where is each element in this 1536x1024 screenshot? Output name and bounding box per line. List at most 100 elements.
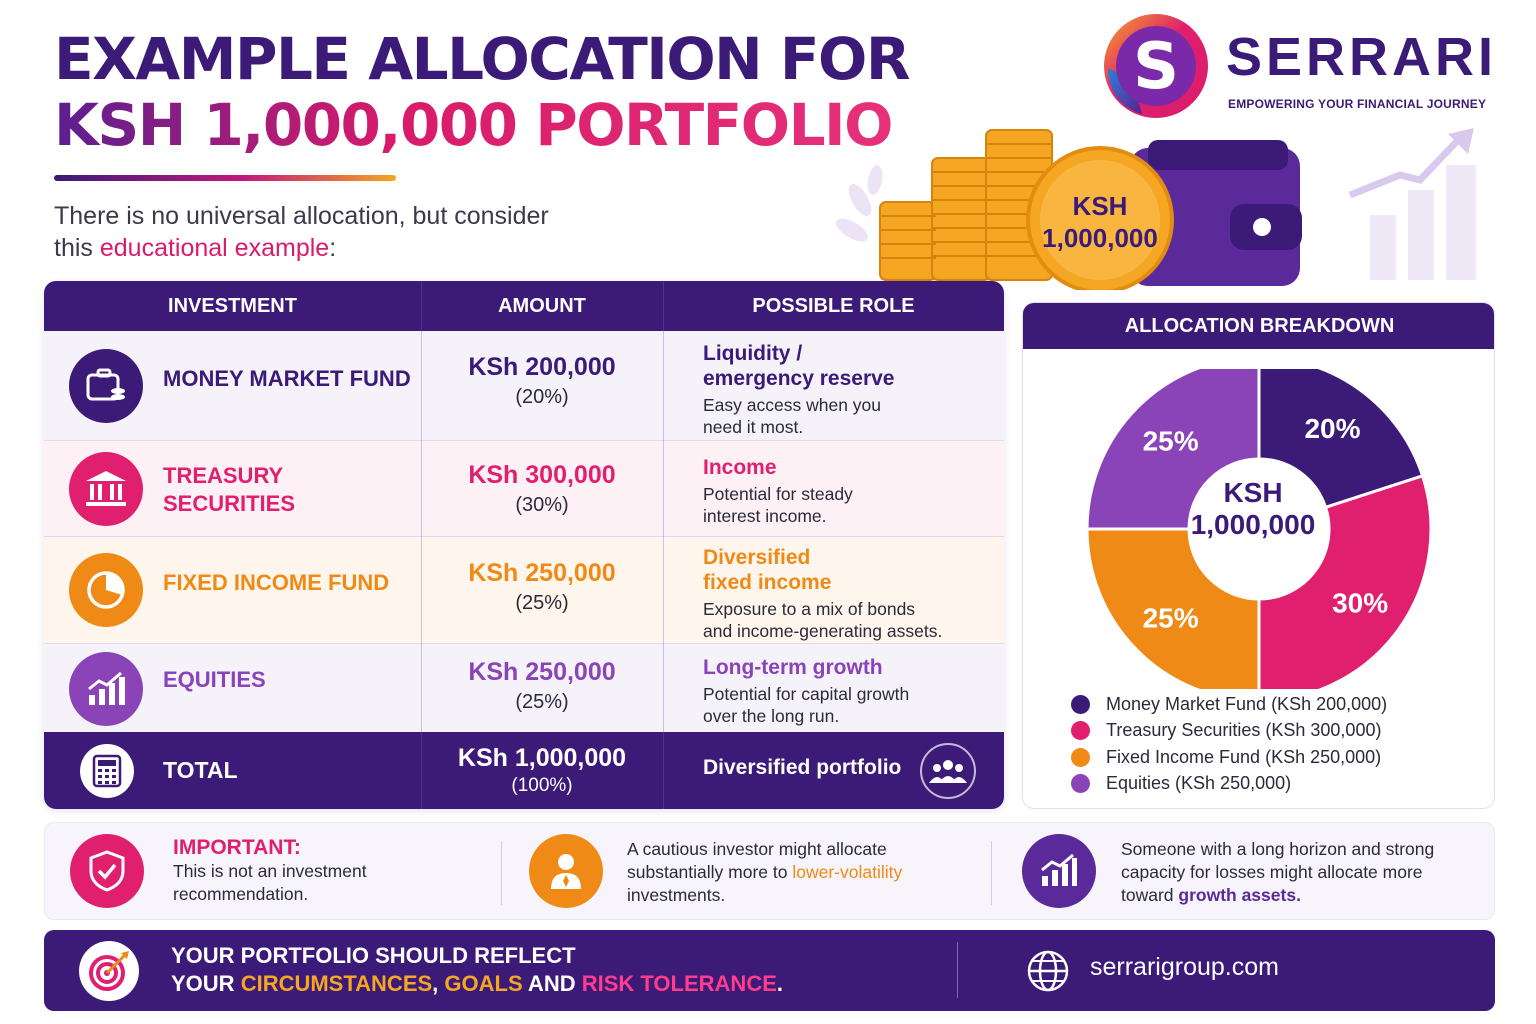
cautious-investor-note: A cautious investor might allocate subst…: [627, 838, 902, 907]
donut-hole: [1189, 459, 1329, 599]
brand-name: SERRARI: [1226, 27, 1498, 87]
svg-text:S: S: [1133, 30, 1179, 104]
legend-item: Money Market Fund (KSh 200,000): [1071, 691, 1387, 718]
title-line-2: KSH 1,000,000 PORTFOLIO: [54, 91, 893, 159]
role-cell: Income Potential for steady interest inco…: [703, 455, 993, 527]
growth-line-3: toward growth assets.: [1121, 885, 1301, 905]
header-role: POSSIBLE ROLE: [752, 295, 915, 317]
legend-dot: [1071, 721, 1090, 741]
legend-dot: [1071, 694, 1090, 714]
amount-cell: KSh 250,000 (25%): [421, 658, 663, 714]
growth-line-2: capacity for losses might allocate more: [1121, 862, 1423, 882]
legend-label: Money Market Fund (KSh 200,000): [1106, 693, 1388, 714]
intro-line-1: There is no universal allocation, but co…: [54, 202, 549, 230]
hero-illustration: [835, 128, 1476, 290]
bottom-banner: YOUR PORTFOLIO SHOULD REFLECT YOUR CIRCU…: [44, 930, 1495, 1011]
header-amount: AMOUNT: [498, 295, 586, 317]
investment-name: MONEY MARKET FUND: [163, 366, 411, 391]
growth-line-1: Someone with a long horizon and strong: [1121, 839, 1435, 859]
growth-chart-icon: [69, 652, 143, 726]
title-underline: [54, 175, 396, 181]
important-note: IMPORTANT: This is not an investment rec…: [173, 835, 367, 906]
donut-center-line-1: KSH: [1223, 477, 1283, 508]
wallet-icon: [69, 349, 143, 423]
serrari-logo-icon: S: [1104, 14, 1208, 118]
hero-coin-line-1: KSH: [1072, 191, 1128, 221]
role-cell: Liquidity / emergency reserve Easy access…: [703, 341, 993, 438]
role-cell: Diversified fixed income Exposure to a mi…: [703, 545, 993, 642]
role-description: Easy access when you need it most.: [703, 395, 882, 437]
cautious-highlight: lower-volatility: [792, 862, 903, 882]
amount-value: KSh 300,000: [468, 461, 616, 489]
allocation-heading: ALLOCATION BREAKDOWN: [1023, 303, 1494, 349]
allocation-table: INVESTMENT AMOUNT POSSIBLE ROLE MONEY MA…: [44, 281, 1004, 809]
amount-cell: KSh 300,000 (30%): [421, 461, 663, 517]
amount-cell: KSh 250,000 (25%): [421, 559, 663, 615]
cautious-line-2: substantially more to lower-volatility: [627, 862, 903, 882]
role-title: Diversified fixed income: [703, 546, 832, 594]
important-title: IMPORTANT:: [173, 836, 301, 859]
intro-highlight: educational example: [99, 234, 330, 262]
amount-percent: (25%): [515, 592, 569, 614]
investment-name: TREASURY SECURITIES: [163, 463, 296, 516]
slice-label: 25%: [1143, 426, 1199, 457]
slice-label: 30%: [1332, 587, 1388, 618]
role-description: Potential for steady interest income.: [703, 484, 853, 526]
amount-value: KSh 200,000: [468, 353, 616, 381]
role-title: Liquidity / emergency reserve: [703, 342, 895, 390]
growth-investor-note: Someone with a long horizon and strong c…: [1121, 838, 1434, 907]
table-row-equities: EQUITIES KSh 250,000 (25%) Long-term gro…: [44, 644, 1004, 732]
investment-name: EQUITIES: [163, 667, 266, 692]
table-row-money-market: MONEY MARKET FUND KSh 200,000 (20%) Liqu…: [44, 331, 1004, 441]
chart-legend: Money Market Fund (KSh 200,000) Treasury…: [1071, 691, 1387, 797]
bank-icon: [69, 452, 143, 526]
amount-value: KSh 250,000: [468, 658, 616, 686]
legend-item: Treasury Securities (KSh 300,000): [1071, 718, 1387, 745]
role-cell: Long-term growth Potential for capital g…: [703, 655, 993, 727]
title-line-1: EXAMPLE ALLOCATION FOR: [54, 25, 910, 93]
info-bar: IMPORTANT: This is not an investment rec…: [44, 822, 1495, 920]
legend-label: Treasury Securities (KSh 300,000): [1106, 720, 1382, 741]
role-title: Income: [703, 456, 777, 479]
shield-check-icon: [70, 834, 144, 908]
important-line-2: recommendation.: [173, 884, 309, 904]
globe-icon: [1027, 950, 1069, 992]
intro-text: There is no universal allocation, but co…: [54, 200, 549, 264]
amount-percent: (30%): [515, 494, 569, 516]
banner-word-circumstances: CIRCUMSTANCES: [240, 971, 433, 996]
donut-center-line-2: 1,000,000: [1190, 509, 1316, 540]
info-divider: [501, 841, 502, 905]
investment-name: FIXED INCOME FUND: [163, 570, 390, 595]
allocation-card: ALLOCATION BREAKDOWN 20% 30% 25% 25% KSH 1,…: [1022, 302, 1495, 809]
total-percent: (100%): [511, 775, 573, 796]
important-line-1: This is not an investment: [173, 861, 367, 881]
column-divider: [663, 281, 664, 809]
slice-label: 25%: [1143, 602, 1199, 633]
total-label: TOTAL: [163, 757, 238, 783]
cautious-line-1: A cautious investor might allocate: [627, 839, 887, 859]
pie-chart-icon: [69, 553, 143, 627]
info-divider: [991, 841, 992, 905]
amount-percent: (20%): [515, 386, 569, 408]
amount-percent: (25%): [515, 691, 569, 713]
brand-tagline: EMPOWERING YOUR FINANCIAL JOURNEY: [1228, 97, 1487, 111]
website-link[interactable]: serrarigroup.com: [1090, 953, 1279, 981]
legend-label: Equities (KSh 250,000): [1106, 773, 1292, 794]
legend-item: Fixed Income Fund (KSh 250,000): [1071, 744, 1387, 771]
hero-coin-label: KSH 1,000,000: [1030, 190, 1170, 254]
banner-line-2: YOUR CIRCUMSTANCES, GOALS AND RISK TOLER…: [171, 971, 784, 996]
total-amount: KSh 1,000,000: [457, 744, 627, 772]
growth-chart-icon: [1022, 834, 1096, 908]
banner-word-goals: GOALS: [444, 971, 523, 996]
banner-line-1: YOUR PORTFOLIO SHOULD REFLECT: [171, 943, 576, 968]
table-total-row: TOTAL KSh 1,000,000 (100%) Diversified p…: [44, 732, 1004, 809]
table-row-treasury: TREASURY SECURITIES KSh 300,000 (30%) Inc…: [44, 441, 1004, 537]
allocation-donut-chart: 20% 30% 25% 25%: [1085, 369, 1433, 689]
legend-label: Fixed Income Fund (KSh 250,000): [1106, 746, 1382, 767]
table-row-fixed-income: FIXED INCOME FUND KSh 250,000 (25%) Dive…: [44, 537, 1004, 644]
total-role: Diversified portfolio: [703, 756, 902, 779]
role-title: Long-term growth: [703, 656, 883, 679]
legend-item: Equities (KSh 250,000): [1071, 771, 1387, 798]
person-icon: [529, 834, 603, 908]
growth-highlight: growth assets.: [1178, 885, 1301, 905]
